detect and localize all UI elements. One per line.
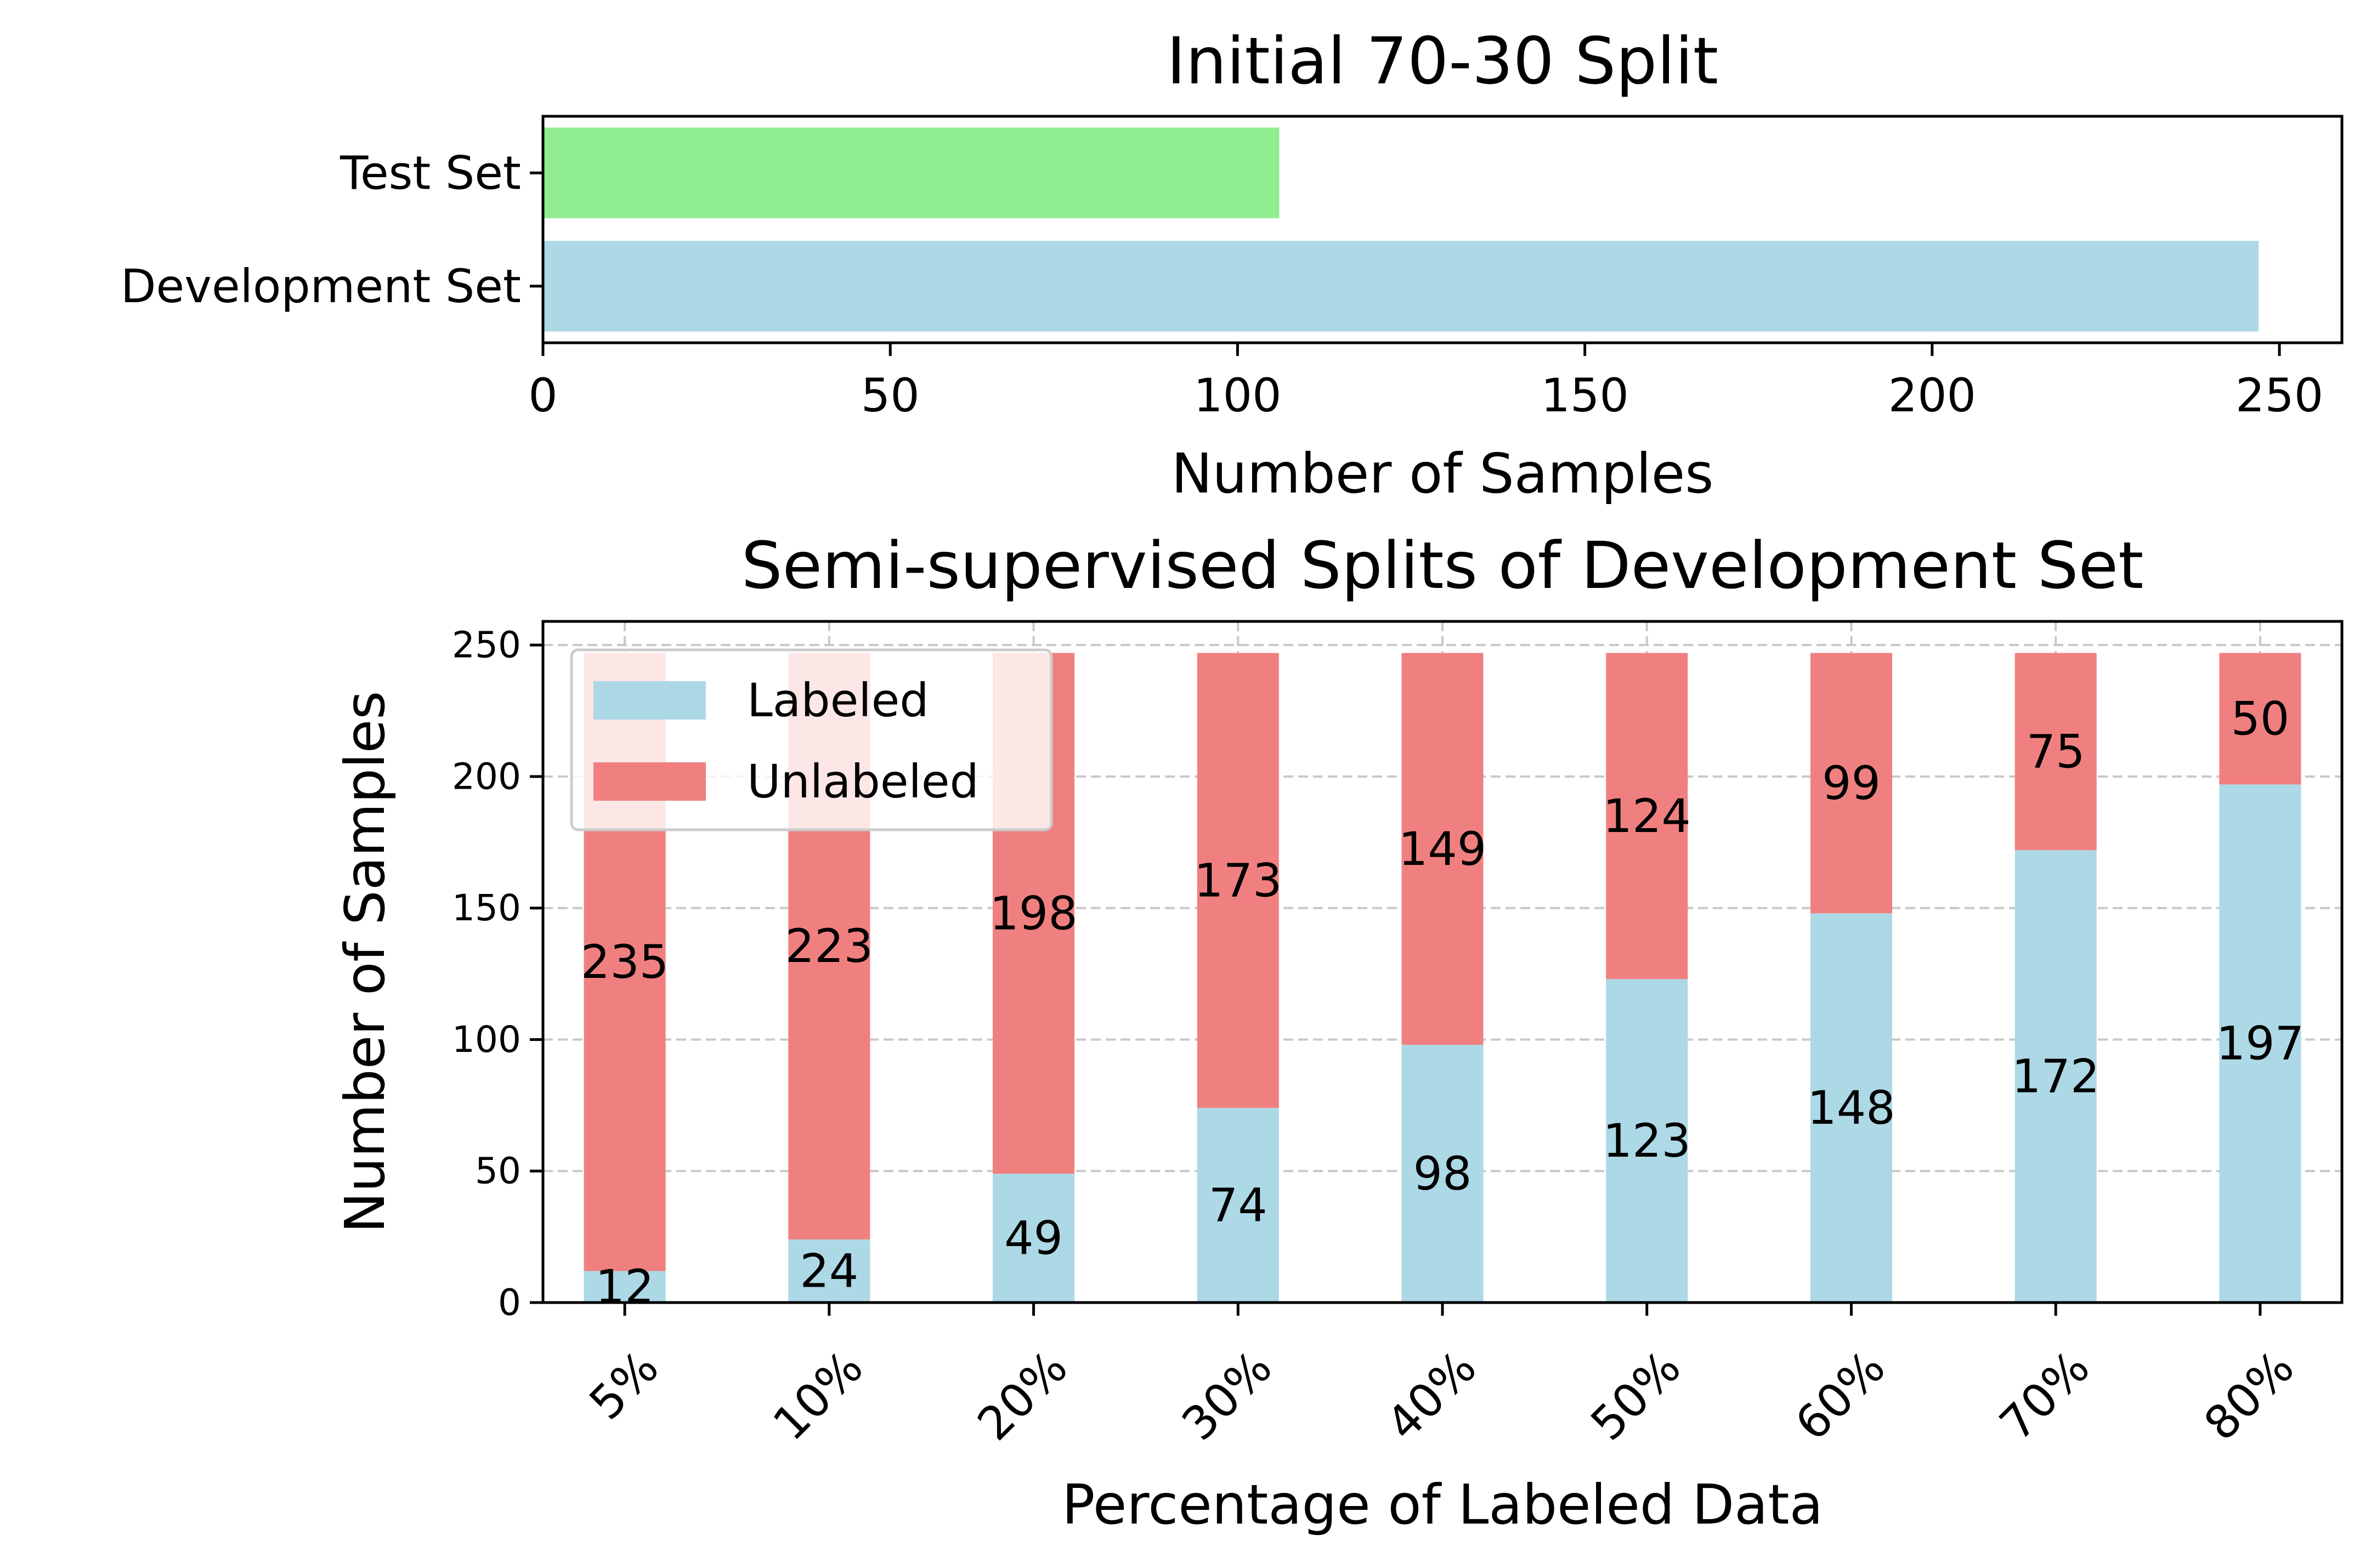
chart2-data-label-unlabeled-6: 99 — [1822, 756, 1881, 810]
chart2-bar-labeled-7 — [2014, 850, 2097, 1303]
chart2-data-label-unlabeled-0: 235 — [581, 935, 669, 989]
chart1-plot-frame — [541, 115, 2344, 344]
chart2-data-label-unlabeled-2: 198 — [989, 886, 1077, 940]
chart2-data-label-unlabeled-3: 173 — [1194, 853, 1282, 907]
chart2-bar-labeled-5 — [1606, 979, 1688, 1303]
chart2-bar-labeled-8 — [2219, 784, 2301, 1303]
chart2-title: Semi-supervised Splits of Development Se… — [742, 528, 2144, 603]
chart1-bar-0 — [543, 241, 2259, 332]
chart2-data-label-unlabeled-4: 149 — [1399, 822, 1486, 876]
legend-swatch-unlabeled — [593, 762, 706, 801]
chart2-data-label-labeled-7: 172 — [2012, 1050, 2100, 1103]
legend-label-labeled: Labeled — [747, 673, 929, 727]
chart2-bar-labeled-3 — [1197, 1108, 1279, 1303]
chart2-data-label-labeled-6: 148 — [1807, 1081, 1895, 1135]
chart2-bar-unlabeled-4 — [1401, 653, 1484, 1045]
chart2-data-label-labeled-8: 197 — [2216, 1017, 2304, 1071]
chart2-bar-labeled-0 — [584, 1271, 666, 1303]
chart2-y-axis-label: Number of Samples — [333, 691, 397, 1233]
chart2-bar-unlabeled-5 — [1606, 653, 1688, 980]
chart1-x-tick-label-5: 250 — [2236, 369, 2323, 422]
chart1-y-tick-label-0: Development Set — [121, 259, 521, 313]
chart2-bar-labeled-1 — [788, 1239, 870, 1303]
chart1-x-tick-label-4: 200 — [1888, 369, 1976, 422]
chart2-plot-frame — [541, 620, 2344, 1304]
chart1-bar-1 — [543, 127, 1280, 218]
chart2-data-label-labeled-2: 49 — [1004, 1212, 1063, 1265]
chart2-bar-unlabeled-3 — [1197, 653, 1279, 1108]
chart2-bar-unlabeled-7 — [2014, 653, 2097, 851]
chart2-y-tick-label-0: 0 — [498, 1282, 521, 1324]
legend-label-unlabeled: Unlabeled — [747, 755, 979, 808]
chart2-x-axis-label: Percentage of Labeled Data — [1062, 1473, 1823, 1537]
chart1-x-axis-label: Number of Samples — [1172, 441, 1714, 506]
chart2-bar-unlabeled-8 — [2219, 653, 2301, 785]
chart2-bar-unlabeled-6 — [1810, 653, 1892, 914]
chart2-y-tick-label-3: 150 — [452, 887, 521, 929]
chart2-data-label-unlabeled-8: 50 — [2231, 692, 2289, 745]
chart2-data-label-unlabeled-1: 223 — [785, 919, 873, 973]
legend-swatch-labeled — [593, 681, 706, 720]
chart1-title: Initial 70-30 Split — [1167, 23, 1718, 99]
chart2-data-label-labeled-3: 74 — [1209, 1179, 1267, 1232]
chart2-data-label-unlabeled-5: 124 — [1603, 789, 1691, 843]
chart2-data-label-labeled-1: 24 — [800, 1244, 858, 1298]
chart1-x-tick-label-2: 100 — [1193, 369, 1281, 422]
chart2-y-tick-label-5: 250 — [452, 624, 521, 666]
chart2-bar-labeled-2 — [993, 1174, 1075, 1303]
chart2-y-tick-label-1: 50 — [475, 1150, 521, 1192]
chart2-y-tick-label-4: 200 — [452, 755, 521, 797]
chart1-x-tick-label-1: 50 — [861, 369, 920, 422]
chart2-y-tick-label-2: 100 — [452, 1018, 521, 1061]
chart2-bar-labeled-4 — [1401, 1045, 1484, 1303]
chart2-data-label-labeled-5: 123 — [1603, 1114, 1691, 1168]
chart2-data-label-labeled-4: 98 — [1413, 1147, 1472, 1201]
chart2-bar-labeled-6 — [1810, 913, 1892, 1303]
chart2-data-label-unlabeled-7: 75 — [2027, 724, 2085, 778]
chart2-legend: Labeled Unlabeled — [570, 648, 1053, 831]
chart1-x-tick-label-3: 150 — [1541, 369, 1628, 422]
chart1-y-tick-label-1: Test Set — [339, 146, 521, 200]
chart-semi-supervised-splits: 1223524223491987417398149123124148991727… — [333, 528, 2344, 1537]
chart1-x-tick-label-0: 0 — [528, 369, 557, 422]
